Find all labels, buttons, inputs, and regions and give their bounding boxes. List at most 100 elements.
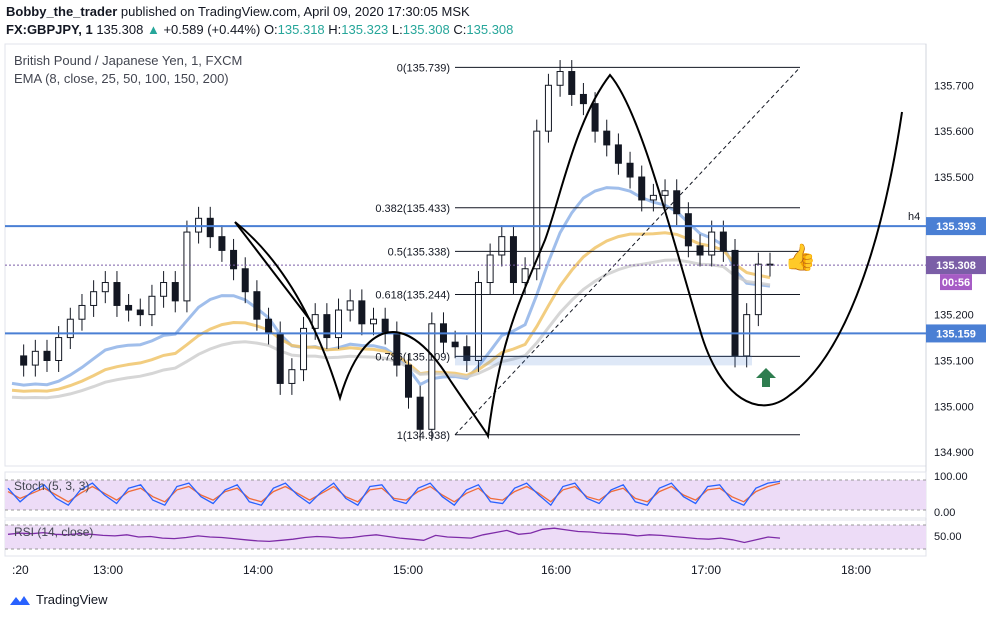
candle-body	[20, 355, 28, 366]
demand-zone	[455, 355, 752, 366]
candle-body	[206, 217, 214, 238]
candle-body	[451, 341, 459, 348]
candle-body	[218, 236, 226, 251]
candle-body	[323, 314, 331, 339]
stoch-k-line	[7, 480, 781, 507]
open-label: O:	[263, 22, 278, 37]
candle-body	[626, 162, 634, 178]
candle-body	[43, 350, 51, 361]
tradingview-logo-icon	[10, 595, 30, 605]
candle-body	[463, 346, 471, 362]
candle-body	[55, 337, 63, 361]
fib-trend-line	[454, 67, 801, 436]
x-tick-label: 17:00	[691, 563, 721, 577]
ema-line	[11, 258, 771, 400]
current-price-label: 135.308	[936, 260, 976, 272]
candle-body	[253, 291, 261, 320]
candle-body	[241, 268, 249, 293]
countdown-label: 00:56	[942, 277, 970, 289]
candle-body	[428, 323, 436, 430]
rsi-line	[7, 527, 781, 544]
brand-name: TradingView	[36, 592, 108, 607]
x-tick-label: 14:00	[243, 563, 273, 577]
candle-body	[78, 304, 86, 320]
y-tick-label: 135.500	[934, 172, 974, 184]
candle-body	[276, 332, 284, 384]
stoch-band	[5, 480, 926, 510]
candle-body	[101, 282, 109, 293]
y-tick-label: 135.600	[934, 126, 974, 138]
y-tick-label: 135.100	[934, 356, 974, 368]
fib-level-label: 1(134.938)	[397, 430, 450, 442]
publish-header: Bobby_the_trader published on TradingVie…	[6, 4, 470, 19]
candle-body	[31, 350, 39, 366]
price-change: +0.589 (+0.44%)	[163, 22, 261, 37]
candle-body	[474, 282, 482, 361]
candle-body	[743, 314, 751, 357]
low-label: L:	[391, 22, 403, 37]
current-price-tag	[926, 256, 986, 275]
candle-body	[335, 309, 343, 339]
level-price-label: 135.393	[936, 221, 976, 233]
level-price-label: 135.159	[936, 328, 976, 340]
candle-body	[603, 130, 611, 146]
candle-body	[614, 144, 622, 164]
fib-level-label: 0.786(135.109)	[375, 351, 450, 363]
level-price-tag	[926, 217, 986, 236]
candle-body	[754, 263, 762, 316]
candle-body	[416, 396, 424, 430]
candle-body	[533, 130, 541, 270]
footer-brand[interactable]: TradingView	[8, 592, 108, 607]
countdown-tag	[940, 274, 972, 291]
close-label: C:	[453, 22, 467, 37]
drawn-path-line	[234, 221, 311, 321]
y-tick-label: 135.000	[934, 401, 974, 413]
candle-body	[171, 282, 179, 302]
x-tick-label: 15:00	[393, 563, 423, 577]
x-tick-label: 13:00	[93, 563, 123, 577]
candle-body	[731, 249, 739, 357]
candle-body	[661, 190, 669, 196]
stoch-tick-label: 0.00	[934, 507, 955, 519]
candle-body	[404, 364, 412, 398]
candle-body	[265, 318, 273, 334]
up-arrow-icon	[756, 368, 776, 387]
rsi-label: RSI (14, close)	[14, 525, 93, 539]
x-tick-label: 16:00	[541, 563, 571, 577]
x-tick-label: 18:00	[841, 563, 871, 577]
legend-title: British Pound / Japanese Yen, 1, FXCM	[14, 53, 243, 68]
fib-level-label: 0(135.739)	[397, 62, 450, 74]
symbol-header: FX:GBPJPY, 1 135.308 ▲ +0.589 (+0.44%) O…	[6, 22, 513, 37]
author-name[interactable]: Bobby_the_trader	[6, 4, 118, 19]
candle-body	[300, 327, 308, 371]
candle-body	[673, 190, 681, 215]
level-note: h4	[908, 211, 920, 223]
candle-body	[183, 231, 191, 302]
candle-body	[684, 213, 692, 247]
stoch-tick-label: 100.00	[934, 471, 968, 483]
low-value: 135.308	[402, 22, 450, 37]
candle-body	[90, 291, 98, 306]
high-value: 135.323	[341, 22, 389, 37]
candle-body	[370, 318, 378, 325]
candle-body	[381, 318, 389, 334]
rsi-tick-label: 50.00	[934, 531, 962, 543]
publish-info: published on TradingView.com, April 09, …	[117, 4, 470, 19]
fib-level-label: 0.382(135.433)	[375, 203, 450, 215]
candle-body	[696, 245, 704, 256]
candle-body	[498, 236, 506, 256]
candle-body	[311, 314, 319, 329]
stoch-label: Stoch (5, 3, 3)	[14, 479, 89, 493]
high-label: H:	[328, 22, 342, 37]
candle-body	[288, 369, 296, 384]
candle-body	[638, 176, 646, 201]
fib-level-label: 0.618(135.244)	[375, 289, 450, 301]
candle-body	[346, 300, 354, 311]
change-up-icon: ▲	[146, 22, 160, 37]
price-pane	[4, 43, 927, 467]
y-tick-label: 134.900	[934, 447, 974, 459]
last-price: 135.308	[96, 22, 144, 37]
stoch-d-line	[7, 482, 781, 503]
candle-body	[160, 282, 168, 297]
